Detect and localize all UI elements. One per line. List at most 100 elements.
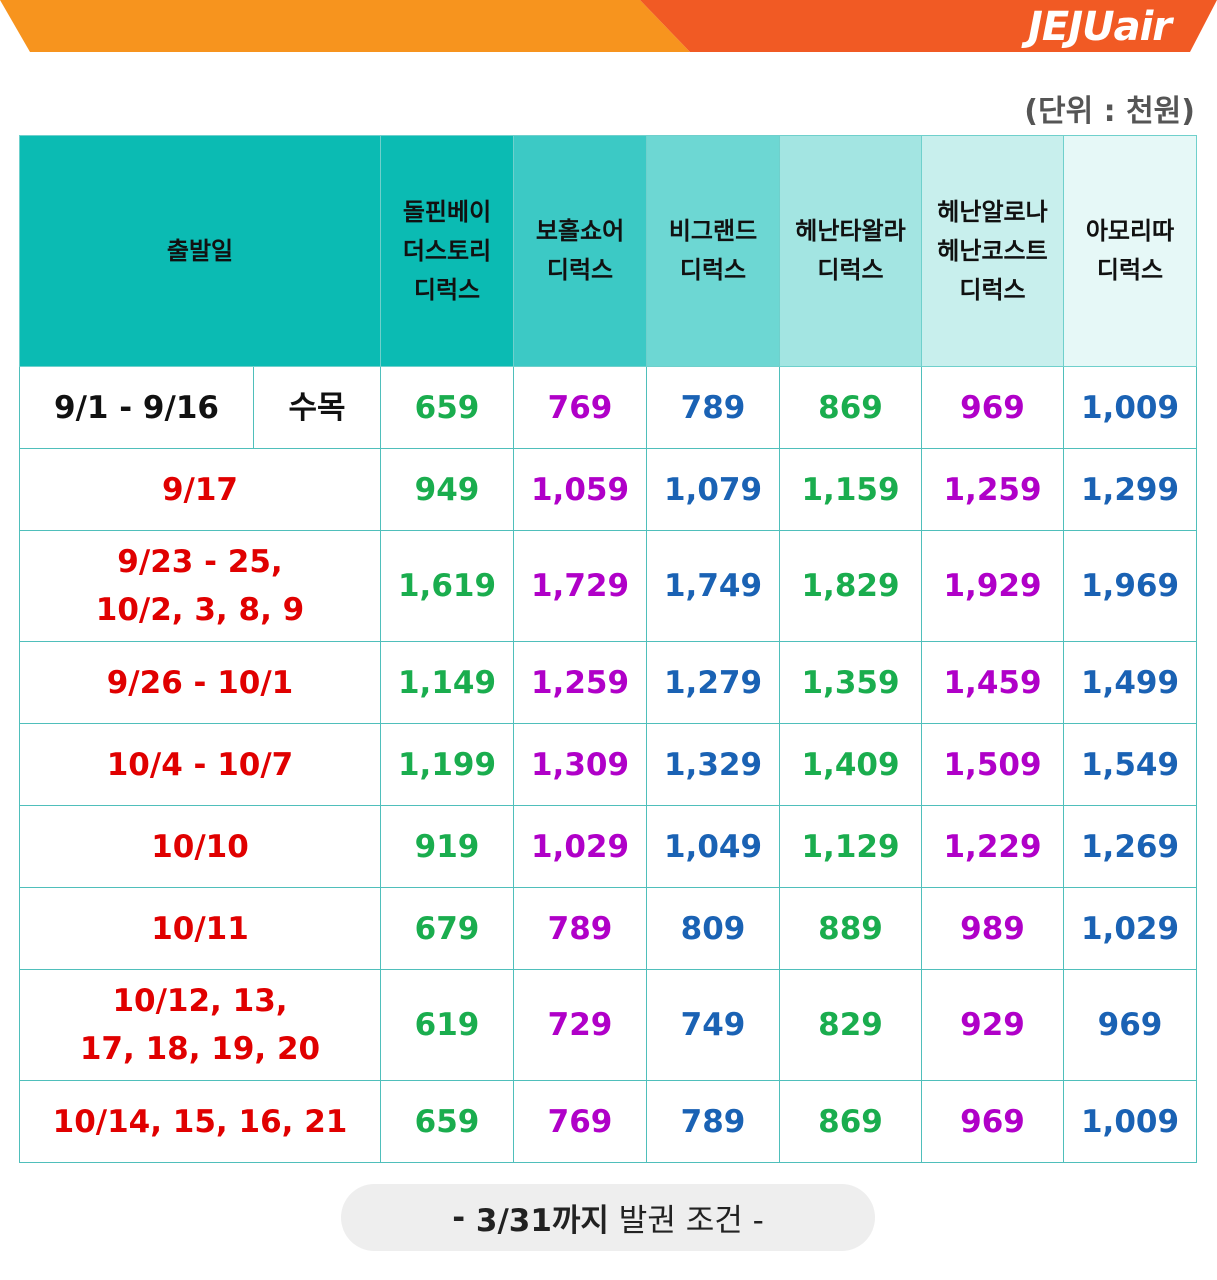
departure-date-cell: 10/10 <box>19 805 381 888</box>
header-hotel-line: 더스토리 <box>402 236 492 265</box>
price-cell: 1,079 <box>646 448 780 531</box>
table-row: 10/12, 13, 17, 18, 19, 20 619 729 749 829 929 9… <box>19 969 1197 1081</box>
departure-date-line: 10/10 <box>151 828 249 865</box>
unit-label: (단위 : 천원) <box>1024 94 1195 129</box>
departure-date-line: 9/23 - 25, <box>117 544 283 580</box>
departure-date-line: 9/26 - 10/1 <box>106 664 294 701</box>
footer-dash: - <box>452 1199 476 1236</box>
price-cell: 809 <box>646 887 780 970</box>
price-cell: 1,149 <box>380 641 514 724</box>
price-cell: 1,829 <box>779 530 922 642</box>
price-cell: 1,029 <box>513 805 647 888</box>
jejuair-logo: JEJUair <box>1028 4 1172 50</box>
header-hotel-line: 헤난알로나 <box>937 197 1048 226</box>
departure-date-line: 9/17 <box>161 471 239 508</box>
price-cell: 969 <box>921 1080 1064 1163</box>
departure-date-line: 10/2, 3, 8, 9 <box>95 592 305 628</box>
price-cell: 1,729 <box>513 530 647 642</box>
price-cell: 1,279 <box>646 641 780 724</box>
price-cell: 1,309 <box>513 723 647 806</box>
header-row: 출발일 돌핀베이 더스토리 디럭스 보홀쇼어 디럭스 비그랜드 디럭스 헤난타왈라 디럭스… <box>19 135 1197 367</box>
price-cell: 789 <box>646 366 780 449</box>
header-departure-date: 출발일 <box>19 135 381 367</box>
departure-date-line: 17, 18, 19, 20 <box>79 1031 321 1067</box>
price-cell: 1,619 <box>380 530 514 642</box>
departure-date-line: 10/12, 13, <box>112 983 288 1019</box>
header-hotel-line: 디럭스 <box>679 256 747 284</box>
price-cell: 1,459 <box>921 641 1064 724</box>
header-hotel-line: 디럭스 <box>413 275 481 304</box>
price-cell: 1,499 <box>1063 641 1197 724</box>
price-cell: 949 <box>380 448 514 531</box>
price-cell: 919 <box>380 805 514 888</box>
header-hotel-line: 아모리따 <box>1085 217 1175 245</box>
price-cell: 1,749 <box>646 530 780 642</box>
price-cell: 1,409 <box>779 723 922 806</box>
price-cell: 1,259 <box>513 641 647 724</box>
departure-date-line: 10/11 <box>151 910 249 947</box>
table-row: 10/4 - 10/7 1,199 1,309 1,329 1,409 1,509 1,54… <box>19 723 1197 806</box>
price-cell: 1,199 <box>380 723 514 806</box>
header-hotel-line: 디럭스 <box>1096 256 1164 284</box>
price-cell: 1,509 <box>921 723 1064 806</box>
table-row: 9/23 - 25, 10/2, 3, 8, 9 1,619 1,729 1,749 1,… <box>19 530 1197 642</box>
header-hotel-line: 디럭스 <box>959 275 1026 304</box>
price-cell: 869 <box>779 366 922 449</box>
weekday-cell: 수목 <box>253 366 381 449</box>
fare-body: 9/1 - 9/16 수목 659 769 789 869 969 1,009 9/17 949 1… <box>19 366 1197 1163</box>
price-cell: 679 <box>380 887 514 970</box>
price-cell: 1,029 <box>1063 887 1197 970</box>
price-cell: 749 <box>646 969 780 1081</box>
departure-date-cell: 10/12, 13, 17, 18, 19, 20 <box>19 969 381 1081</box>
header-hotel-line: 디럭스 <box>546 256 614 284</box>
price-cell: 1,129 <box>779 805 922 888</box>
price-cell: 829 <box>779 969 922 1081</box>
departure-date-cell: 10/14, 15, 16, 21 <box>19 1080 381 1163</box>
price-cell: 1,269 <box>1063 805 1197 888</box>
price-cell: 1,969 <box>1063 530 1197 642</box>
departure-date-line: 9/1 - 9/16 <box>54 389 219 426</box>
price-cell: 789 <box>646 1080 780 1163</box>
table-row: 9/26 - 10/1 1,149 1,259 1,279 1,359 1,459 1,49… <box>19 641 1197 724</box>
price-cell: 989 <box>921 887 1064 970</box>
price-cell: 1,009 <box>1063 366 1197 449</box>
header-hotel-line: 보홀쇼어 <box>535 217 625 245</box>
price-cell: 1,009 <box>1063 1080 1197 1163</box>
header-hotel: 돌핀베이 더스토리 디럭스 <box>380 135 514 367</box>
table-row: 10/14, 15, 16, 21 659 769 789 869 969 1,009 <box>19 1080 1197 1163</box>
price-cell: 1,259 <box>921 448 1064 531</box>
price-cell: 769 <box>513 1080 647 1163</box>
fare-table: 출발일 돌핀베이 더스토리 디럭스 보홀쇼어 디럭스 비그랜드 디럭스 헤난타왈라 디럭스… <box>19 135 1197 1163</box>
price-cell: 969 <box>1063 969 1197 1081</box>
departure-date-cell: 9/1 - 9/16 <box>19 366 254 449</box>
price-cell: 1,299 <box>1063 448 1197 531</box>
price-cell: 889 <box>779 887 922 970</box>
price-cell: 1,549 <box>1063 723 1197 806</box>
price-cell: 659 <box>380 1080 514 1163</box>
departure-date-line: 10/14, 15, 16, 21 <box>52 1103 348 1140</box>
departure-date-cell: 10/11 <box>19 887 381 970</box>
departure-date-cell: 9/26 - 10/1 <box>19 641 381 724</box>
price-cell: 869 <box>779 1080 922 1163</box>
header-hotel-line: 디럭스 <box>817 256 884 284</box>
ticketing-condition: - 3/31까지 발권 조건 - <box>341 1184 875 1251</box>
departure-date-cell: 10/4 - 10/7 <box>19 723 381 806</box>
departure-date-line: 10/4 - 10/7 <box>106 746 294 783</box>
header-hotel-line: 헤난코스트 <box>937 236 1048 265</box>
price-cell: 929 <box>921 969 1064 1081</box>
departure-date-cell: 9/17 <box>19 448 381 531</box>
footer-deadline: 3/31까지 <box>475 1203 609 1239</box>
header-hotel-line: 헤난타왈라 <box>795 217 906 245</box>
price-cell: 1,049 <box>646 805 780 888</box>
departure-date-cell: 9/23 - 25, 10/2, 3, 8, 9 <box>19 530 381 642</box>
price-cell: 1,059 <box>513 448 647 531</box>
price-cell: 1,159 <box>779 448 922 531</box>
top-banner: JEJUair <box>0 0 1217 52</box>
price-cell: 789 <box>513 887 647 970</box>
price-cell: 1,359 <box>779 641 922 724</box>
price-cell: 1,229 <box>921 805 1064 888</box>
header-hotel-line: 비그랜드 <box>668 217 758 245</box>
